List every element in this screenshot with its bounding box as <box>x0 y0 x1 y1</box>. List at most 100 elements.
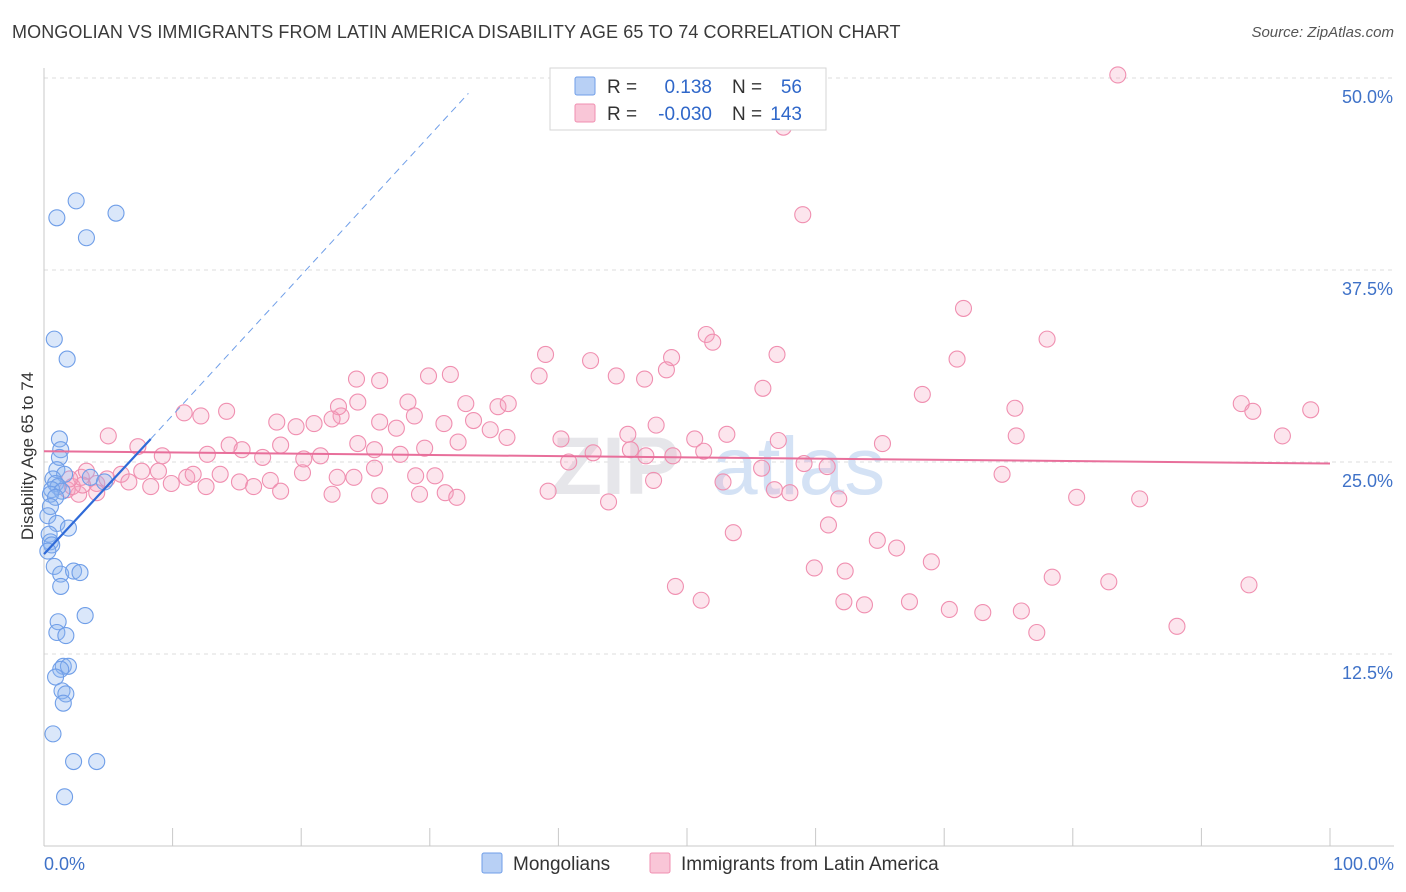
latin-america-point <box>794 206 812 224</box>
legend-r-label-2: R = <box>607 104 637 125</box>
latin-america-point <box>954 299 973 317</box>
latin-america-point <box>268 413 286 431</box>
latin-america-point <box>1038 330 1056 348</box>
latin-america-point <box>974 603 992 622</box>
latin-america-point <box>645 471 663 489</box>
trend-lines <box>43 93 1331 555</box>
legend-r-value-mongolians: 0.138 <box>664 77 712 98</box>
mongolians-point <box>47 488 65 506</box>
latin-america-point <box>197 478 215 496</box>
latin-america-point <box>416 439 434 457</box>
latin-america-point <box>295 450 313 468</box>
latin-america-point <box>686 430 704 448</box>
mongolians-point <box>52 577 70 595</box>
x-ticks <box>172 828 1331 846</box>
latin-america-point <box>272 482 290 500</box>
mongolians-point <box>44 725 62 743</box>
latin-america-point <box>211 465 229 483</box>
latin-america-point <box>254 448 272 466</box>
latin-america-point <box>305 415 323 433</box>
y-tick-labels: 12.5% 25.0% 37.5% 50.0% <box>1342 87 1393 683</box>
legend-swatch-mongolians <box>574 76 596 96</box>
latin-america-point <box>657 361 675 379</box>
latin-america-point <box>805 559 823 577</box>
latin-america-point <box>619 425 637 443</box>
mongolians-point <box>65 752 83 771</box>
latin-america-point <box>142 478 160 496</box>
latin-america-point <box>311 447 330 465</box>
latin-america-point <box>198 445 216 463</box>
latin-america-point <box>900 593 919 611</box>
latin-america-point <box>913 385 931 403</box>
latin-america-point <box>704 333 722 351</box>
latin-america-point <box>371 487 389 505</box>
latin-america-point <box>835 593 853 611</box>
latin-america-point <box>405 407 423 425</box>
latin-america-point <box>1043 568 1061 586</box>
trend-line-mongolians-extension <box>150 93 469 440</box>
axes <box>43 68 1394 847</box>
latin-america-point <box>457 395 475 413</box>
latin-america-point <box>754 379 772 397</box>
series-mongolians-points <box>39 192 125 806</box>
latin-america-point <box>162 474 180 493</box>
latin-america-point <box>349 393 367 411</box>
mongolians-point <box>71 564 89 582</box>
x-tick-label-max: 100.0% <box>1333 854 1394 874</box>
latin-america-point <box>347 370 366 388</box>
mongolians-point <box>48 209 66 227</box>
latin-america-point <box>1012 602 1030 620</box>
latin-america-point <box>435 415 453 433</box>
latin-america-point <box>552 430 570 448</box>
latin-america-point <box>718 425 736 443</box>
latin-america-point <box>387 419 405 437</box>
mongolians-point <box>76 607 94 625</box>
latin-america-point <box>407 467 425 485</box>
latin-america-point <box>218 402 236 420</box>
y-tick-label: 12.5% <box>1342 663 1393 683</box>
mongolians-point <box>56 788 74 806</box>
legend-r-value-latin-america: -0.030 <box>658 104 712 125</box>
latin-america-point <box>584 444 602 462</box>
latin-america-point <box>1240 576 1258 594</box>
latin-america-point <box>129 438 147 456</box>
series-legend: Mongolians Immigrants from Latin America <box>481 852 939 875</box>
latin-america-point <box>1007 427 1025 445</box>
latin-america-point <box>536 345 555 364</box>
trend-line-latin-america <box>43 450 1331 465</box>
watermark: ZIP atlas <box>552 421 885 512</box>
latin-america-point <box>192 407 210 425</box>
latin-america-point <box>1006 399 1024 417</box>
latin-america-point <box>133 462 151 480</box>
bottom-legend-mongolians: Mongolians <box>513 854 610 875</box>
legend-n-value-mongolians: 56 <box>781 77 802 98</box>
bottom-legend-swatch-mongolians <box>481 852 503 874</box>
latin-america-point <box>607 367 625 385</box>
legend-n-value-latin-america: 143 <box>770 104 802 125</box>
latin-america-point <box>855 596 874 614</box>
chart-title: MONGOLIAN VS IMMIGRANTS FROM LATIN AMERI… <box>12 22 901 42</box>
latin-america-point <box>868 531 886 549</box>
latin-america-point <box>993 465 1011 483</box>
latin-america-point <box>836 562 854 580</box>
latin-america-point <box>489 398 507 416</box>
latin-america-point <box>349 435 367 453</box>
latin-america-point <box>818 458 836 476</box>
latin-america-point <box>1273 427 1291 445</box>
latin-america-point <box>323 485 341 503</box>
latin-america-point <box>399 393 417 411</box>
y-axis-label: Disability Age 65 to 74 <box>18 372 37 540</box>
legend-n-label-1: N = <box>732 77 762 98</box>
latin-america-point <box>365 459 384 477</box>
latin-america-point <box>149 462 168 480</box>
legend-box <box>549 67 827 131</box>
watermark-atlas: atlas <box>712 421 885 512</box>
latin-america-point <box>1131 490 1149 508</box>
legend-n-label-2: N = <box>732 104 762 125</box>
latin-america-point <box>1244 402 1262 420</box>
latin-america-point <box>581 352 600 370</box>
latin-america-point <box>781 484 799 502</box>
latin-america-point <box>323 410 341 428</box>
latin-america-point <box>371 372 389 390</box>
